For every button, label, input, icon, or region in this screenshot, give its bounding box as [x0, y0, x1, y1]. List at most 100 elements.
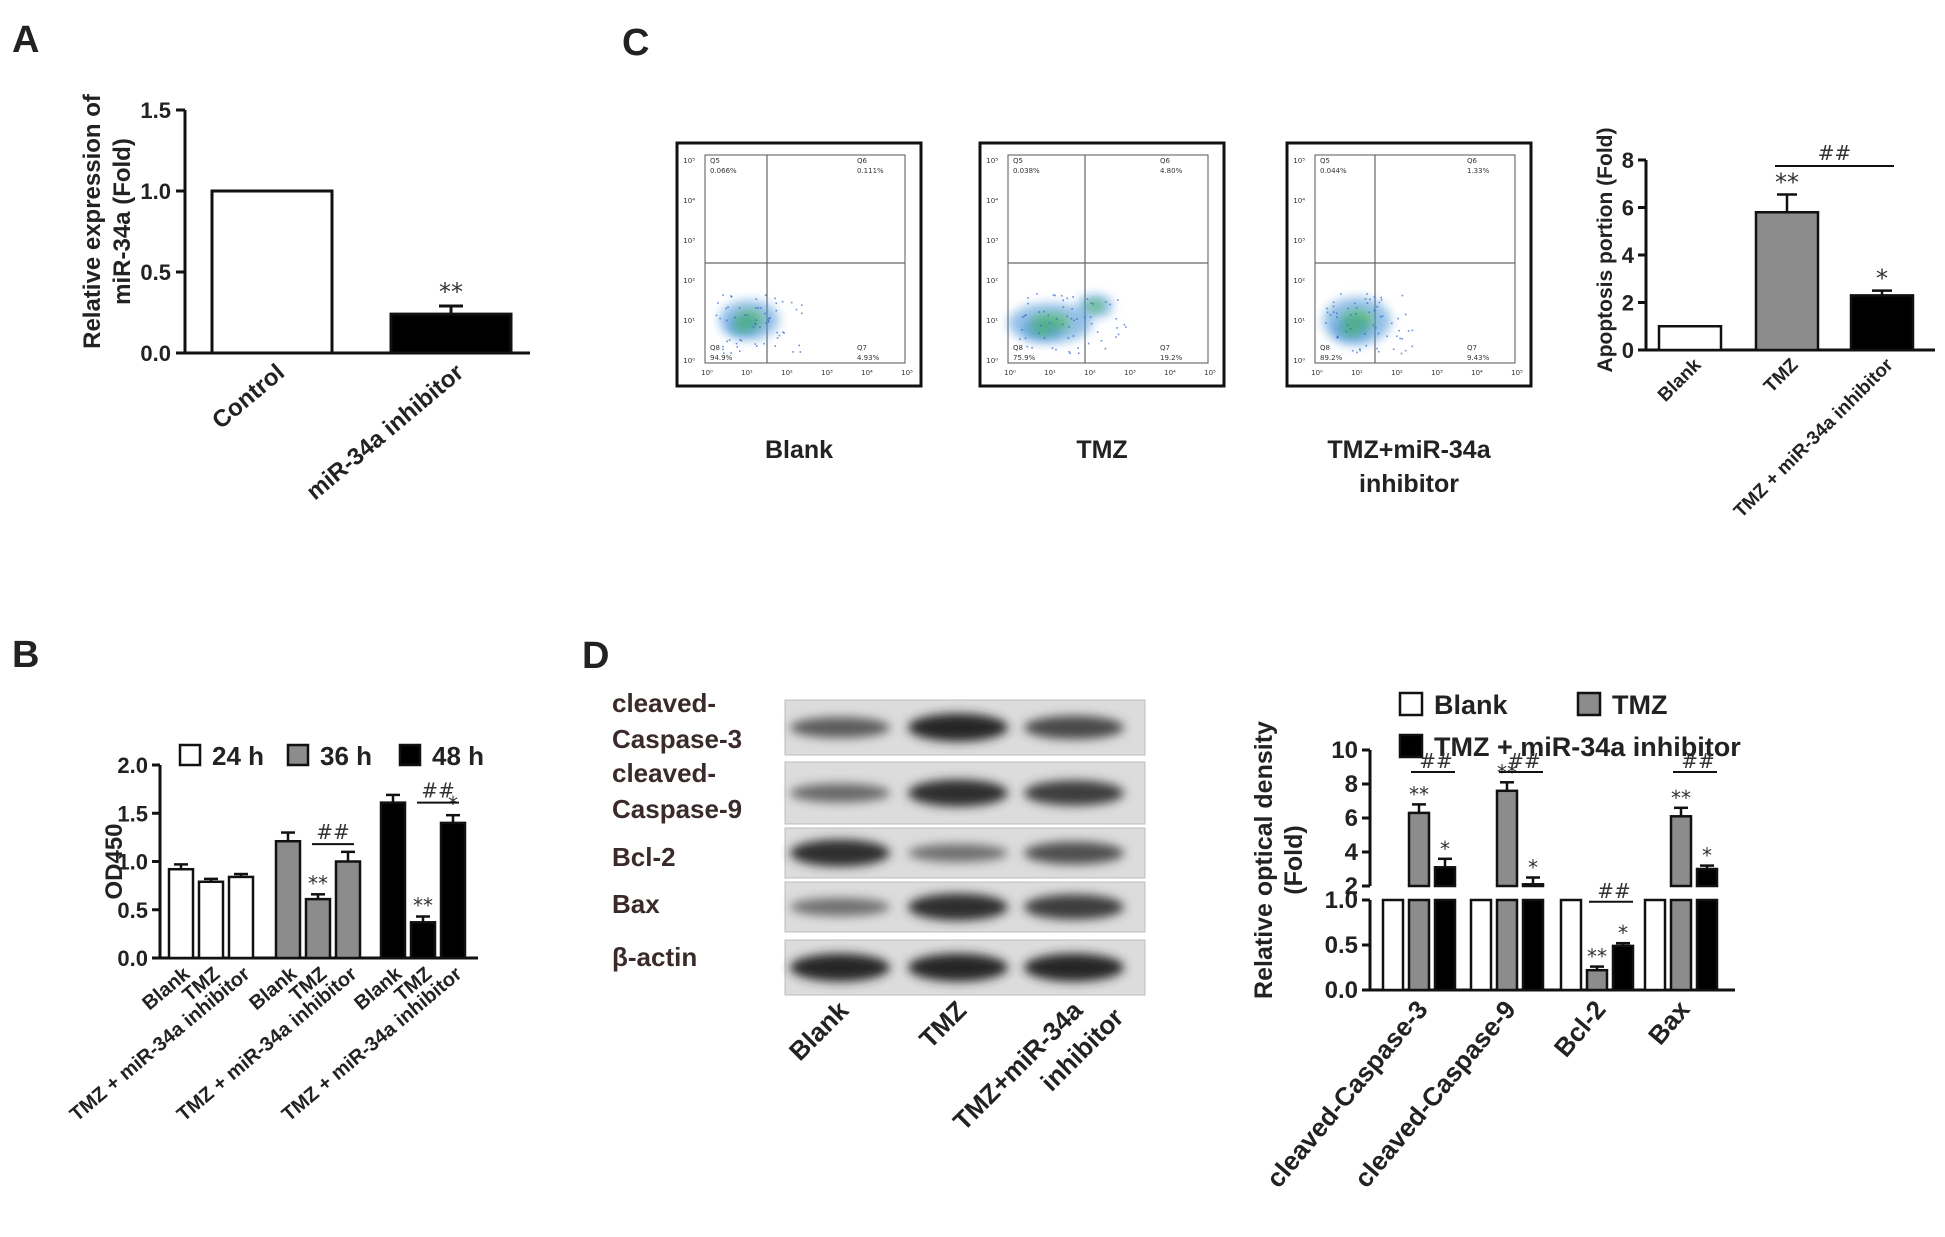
flow-plot-quadrant-name: Q8 — [710, 344, 720, 352]
panel-d-bar-upper — [1407, 811, 1431, 888]
flow-plot-y-tick: 10⁴ — [1293, 197, 1305, 205]
flow-plot-y-tick: 10¹ — [1293, 317, 1305, 325]
flow-plot-event — [792, 351, 794, 353]
flow-plot-event — [776, 331, 778, 334]
panel-b-bar — [274, 839, 302, 960]
blot-band — [790, 897, 890, 917]
flow-plot-event — [1040, 324, 1042, 327]
flow-plot-event — [1117, 333, 1120, 336]
flow-plot-event — [1355, 313, 1357, 315]
panel-c-y-tick-label: 0 — [1622, 338, 1634, 363]
flow-plot-event — [1381, 315, 1384, 317]
flow-plot-quadrant-name: Q6 — [1160, 157, 1171, 165]
flow-plot-event — [1336, 335, 1339, 338]
flow-plot-event — [1356, 306, 1358, 309]
blot-band — [1024, 780, 1124, 806]
flow-plot-event — [726, 340, 728, 343]
panel-d-western-blot: cleaved- Caspase-3 cleaved- Caspase-9 Bcl-2 B… — [612, 688, 1146, 1136]
flow-plot-event — [1372, 324, 1375, 327]
flow-plot-event — [1365, 344, 1368, 347]
flow-plot-event — [774, 345, 777, 347]
flow-plot-event — [801, 304, 803, 306]
flow-plot-event — [775, 309, 778, 312]
panel-c-significance: * — [1876, 265, 1888, 293]
panel-d-bar-upper — [1669, 815, 1693, 888]
panel-label-a: A — [12, 19, 39, 61]
flow-plot-x-tick: 10² — [781, 369, 793, 377]
panel-d-bar-lower — [1521, 898, 1545, 992]
flow-plot-event — [1036, 293, 1038, 295]
panel-d-significance: * — [1440, 837, 1450, 861]
flow-plot-event — [1092, 303, 1095, 305]
flow-plot-event — [1021, 316, 1024, 318]
flow-plot-event — [1060, 294, 1063, 297]
flow-plot-event — [736, 346, 739, 348]
flow-plot-event — [752, 326, 755, 328]
flow-plot-event — [1326, 307, 1328, 310]
flow-plot-event — [757, 307, 759, 309]
flow-plot-event — [1021, 329, 1023, 331]
panel-b-bar — [227, 875, 255, 960]
flow-plot-event — [754, 322, 757, 325]
panel-d-bracket-label: ## — [1419, 749, 1453, 773]
flow-plot-event — [778, 334, 781, 337]
flow-plot-2: Q5 0.044% Q6 1.33% Q8 89.2% Q7 9.43% 10⁰ 10⁰ 10¹ 10… — [1285, 141, 1533, 388]
flow-plot-event — [1076, 318, 1078, 320]
panel-d-significance: ** — [1409, 782, 1429, 806]
flow-plot-y-tick: 10² — [683, 277, 695, 285]
flow-plot-y-tick: 10⁴ — [986, 197, 998, 205]
flow-plot-quadrant-value: 0.066% — [710, 167, 737, 175]
flow-plot-event — [1401, 338, 1403, 340]
flow-plot-event — [1096, 331, 1099, 333]
flow-plot-event — [1359, 348, 1361, 350]
flow-plot-event — [755, 319, 758, 321]
panel-d-y-tick-label: 10 — [1331, 737, 1358, 764]
flow-plot-label-line: Blank — [765, 436, 833, 464]
flow-plot-event — [1376, 305, 1378, 308]
flow-plot-event — [767, 319, 770, 322]
flow-plot-label-line: TMZ+miR-34a — [1327, 436, 1491, 464]
flow-plot-event — [1086, 298, 1089, 300]
flow-plot-x-tick: 10³ — [1431, 369, 1443, 377]
panel-label-d: D — [582, 635, 609, 677]
flow-plot-event — [1090, 302, 1093, 304]
flow-plot-event — [1325, 322, 1327, 324]
flow-plot-event — [1332, 305, 1335, 308]
blot-lane-label: Blank — [783, 995, 855, 1067]
flow-plot-x-tick: 10⁴ — [861, 369, 873, 377]
panel-a-y-tick-label: 0.5 — [140, 260, 171, 285]
flow-plot-event — [1369, 298, 1371, 301]
flow-plot-quadrant-name: Q5 — [1013, 157, 1023, 165]
flow-plot-x-tick: 10⁰ — [1311, 369, 1323, 377]
panel-a-y-tick-label: 1.5 — [140, 98, 171, 123]
flow-plot-event — [1400, 352, 1403, 355]
flow-plot-event — [1380, 296, 1382, 299]
flow-plot-x-tick: 10¹ — [1044, 369, 1056, 377]
blot-band — [790, 953, 890, 982]
flow-plot-y-tick: 10³ — [1293, 237, 1305, 245]
blot-band — [908, 713, 1008, 742]
flow-plot-event — [1104, 301, 1107, 303]
panel-d-bar-lower — [1695, 898, 1719, 992]
panel-a-y-axis-label-line: miR-34a (Fold) — [109, 138, 136, 305]
panel-d-legend-swatch — [1576, 691, 1602, 717]
flow-plot-event — [744, 314, 746, 317]
panel-d-y-tick-label: 6 — [1345, 805, 1358, 832]
panel-a-y-tick-label: 1.0 — [140, 179, 171, 204]
panel-b-bar — [334, 860, 362, 960]
flow-plot-event — [1087, 342, 1090, 345]
flow-plot-quadrant-name: Q8 — [1320, 344, 1330, 352]
panel-b-bar — [167, 867, 195, 960]
panel-a-y-axis-label: Relative expression of miR-34a (Fold) — [79, 93, 136, 349]
flow-plot-event — [1401, 294, 1404, 297]
panel-b-legend-swatch — [286, 743, 310, 767]
flow-plot-event — [783, 332, 785, 334]
flow-plot-event — [759, 326, 761, 329]
flow-plot-x-tick: 10⁴ — [1164, 369, 1176, 377]
flow-plot-event — [746, 314, 749, 316]
panel-d-bar — [1559, 898, 1583, 992]
flow-plot-label: Blank — [765, 436, 833, 464]
flow-plot-event — [1115, 336, 1117, 338]
panel-d-significance: ** — [1671, 786, 1691, 810]
